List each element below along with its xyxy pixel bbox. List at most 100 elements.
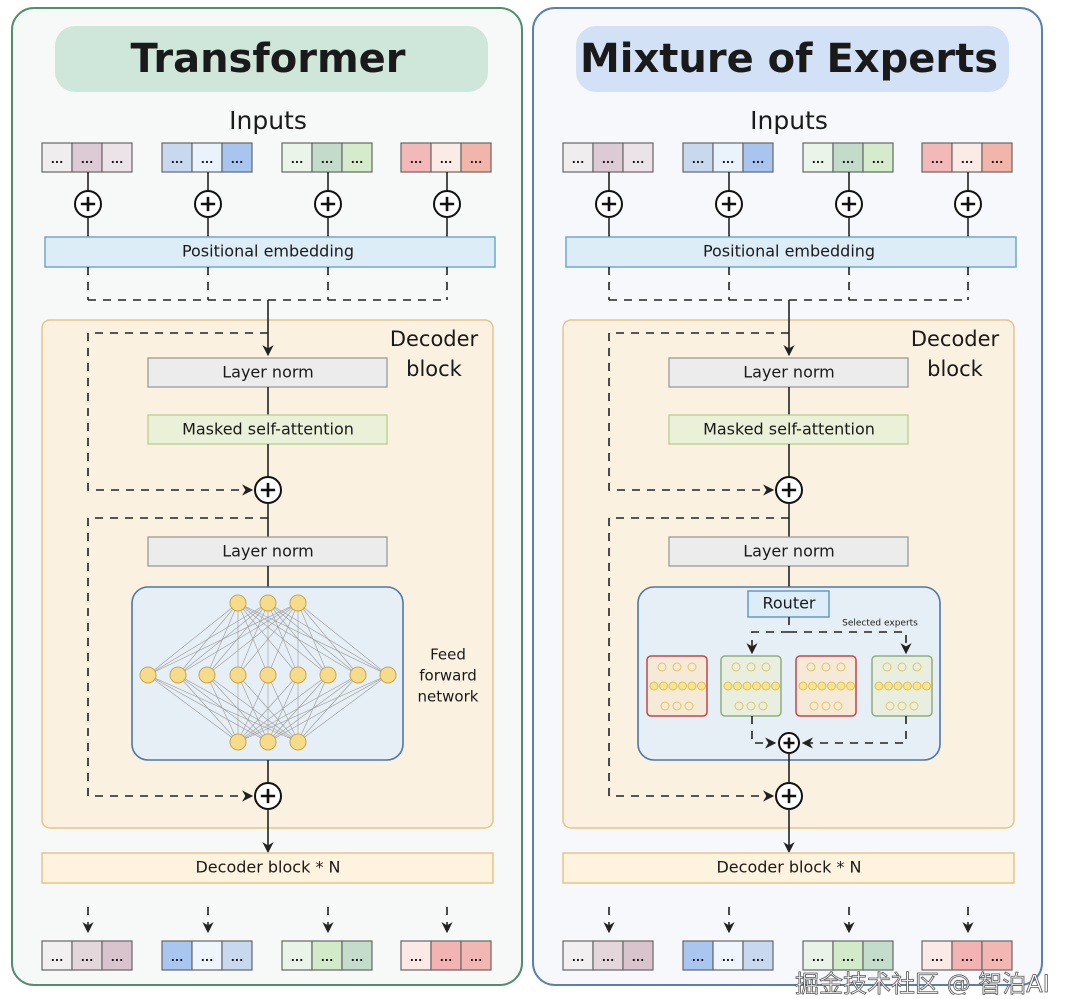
add-cross [783,737,795,749]
input-token-group: ......... [682,142,774,173]
output-token-group: ......... [562,940,654,971]
expert-neuron [697,681,706,691]
add-cross [781,482,797,498]
ffn-edge [147,602,269,676]
token-text: ... [291,951,304,964]
expert-neuron [833,701,843,711]
decoder-repeat-box [562,852,1015,884]
ffn-edge [237,602,269,676]
ffn-edge [237,674,359,743]
expert-neuron [733,681,742,691]
panel-transformer: Transformer Inputs.......................… [11,7,523,986]
add-cross [200,196,216,212]
expert-neuron [742,681,752,691]
expert-to-sum [801,716,907,749]
expert-neuron [746,701,756,711]
token-cell [161,142,193,173]
expert-neuron [798,681,808,691]
token-cell [981,940,1013,971]
ffn-edge [206,602,299,676]
router-box [747,590,830,618]
expert-neuron [817,681,827,691]
add-cross [439,196,455,212]
token-text: ... [291,153,304,166]
input-token-group: ......... [562,142,654,173]
add-cross [260,482,276,498]
token-cell [862,940,894,971]
token-text: ... [961,153,974,166]
positional-embedding-label: Positional embedding [703,242,875,261]
expert-neuron [758,701,768,711]
expert-neuron [922,681,931,691]
expert-neuron [882,662,892,672]
expert-neuron [903,681,912,691]
layer-norm-label: Layer norm [222,363,314,382]
token-cell [281,940,313,971]
token-text: ... [872,951,885,964]
token-text: ... [321,153,334,166]
token-cell [562,142,594,173]
ffn-neuron [289,594,307,612]
token-text: ... [602,153,615,166]
expert-neuron [806,662,816,672]
token-text: ... [201,951,214,964]
ffn-neuron [259,594,277,612]
token-text: ... [842,951,855,964]
input-token-group: ......... [281,142,373,173]
input-token-group: ......... [41,142,133,173]
token-cell [341,940,373,971]
layer-norm-box [147,536,388,567]
expert-neuron [897,701,907,711]
residual-connection-2 [87,517,268,802]
add-icon [254,476,282,504]
expert-neuron [771,681,780,691]
token-text: ... [410,951,423,964]
input-token-group: ......... [161,142,253,173]
expert-neuron [649,681,659,691]
layer-norm-label: Layer norm [743,542,835,561]
watermark: 掘金技术社区 @ 智泊AI [795,970,1050,995]
token-cell [682,142,714,173]
token-cell [101,940,133,971]
token-text: ... [991,951,1004,964]
token-cell [161,940,193,971]
expert-network [720,655,782,717]
expert-neuron [808,681,817,691]
expert-neuron [752,681,761,691]
residual-connection-1 [608,332,789,496]
ffn-neuron [349,666,367,684]
input-token-group: ......... [921,142,1013,173]
token-text: ... [171,153,184,166]
expert-neuron [761,681,771,691]
decoder-block-label: block [927,357,984,381]
panel-title: Transformer [130,36,405,82]
residual-connection-2 [608,517,789,802]
ffn-edge [297,674,389,743]
panel-moe: Mixture of Experts Inputs................… [532,7,1043,986]
add-icon [778,732,800,754]
token-cell [921,142,953,173]
token-text: ... [991,153,1004,166]
expert-neuron [884,681,893,691]
output-token-group: ......... [802,940,894,971]
ffn-neuron [229,733,247,751]
token-cell [562,940,594,971]
token-cell [921,940,953,971]
expert-neuron [827,681,836,691]
positional-embedding-box [44,236,496,268]
token-cell [41,142,73,173]
ffn-neuron [319,666,337,684]
router-to-expert [746,617,790,655]
add-cross [960,196,976,212]
token-cell [281,142,313,173]
token-text: ... [81,951,94,964]
token-cell [832,940,864,971]
expert-network [795,655,857,717]
token-text: ... [812,153,825,166]
inputs-label: Inputs [229,106,307,135]
ffn-edge [297,602,329,676]
output-token-group: ......... [400,940,492,971]
input-token-group: ......... [802,142,894,173]
ffn-neuron [259,733,277,751]
token-text: ... [812,951,825,964]
